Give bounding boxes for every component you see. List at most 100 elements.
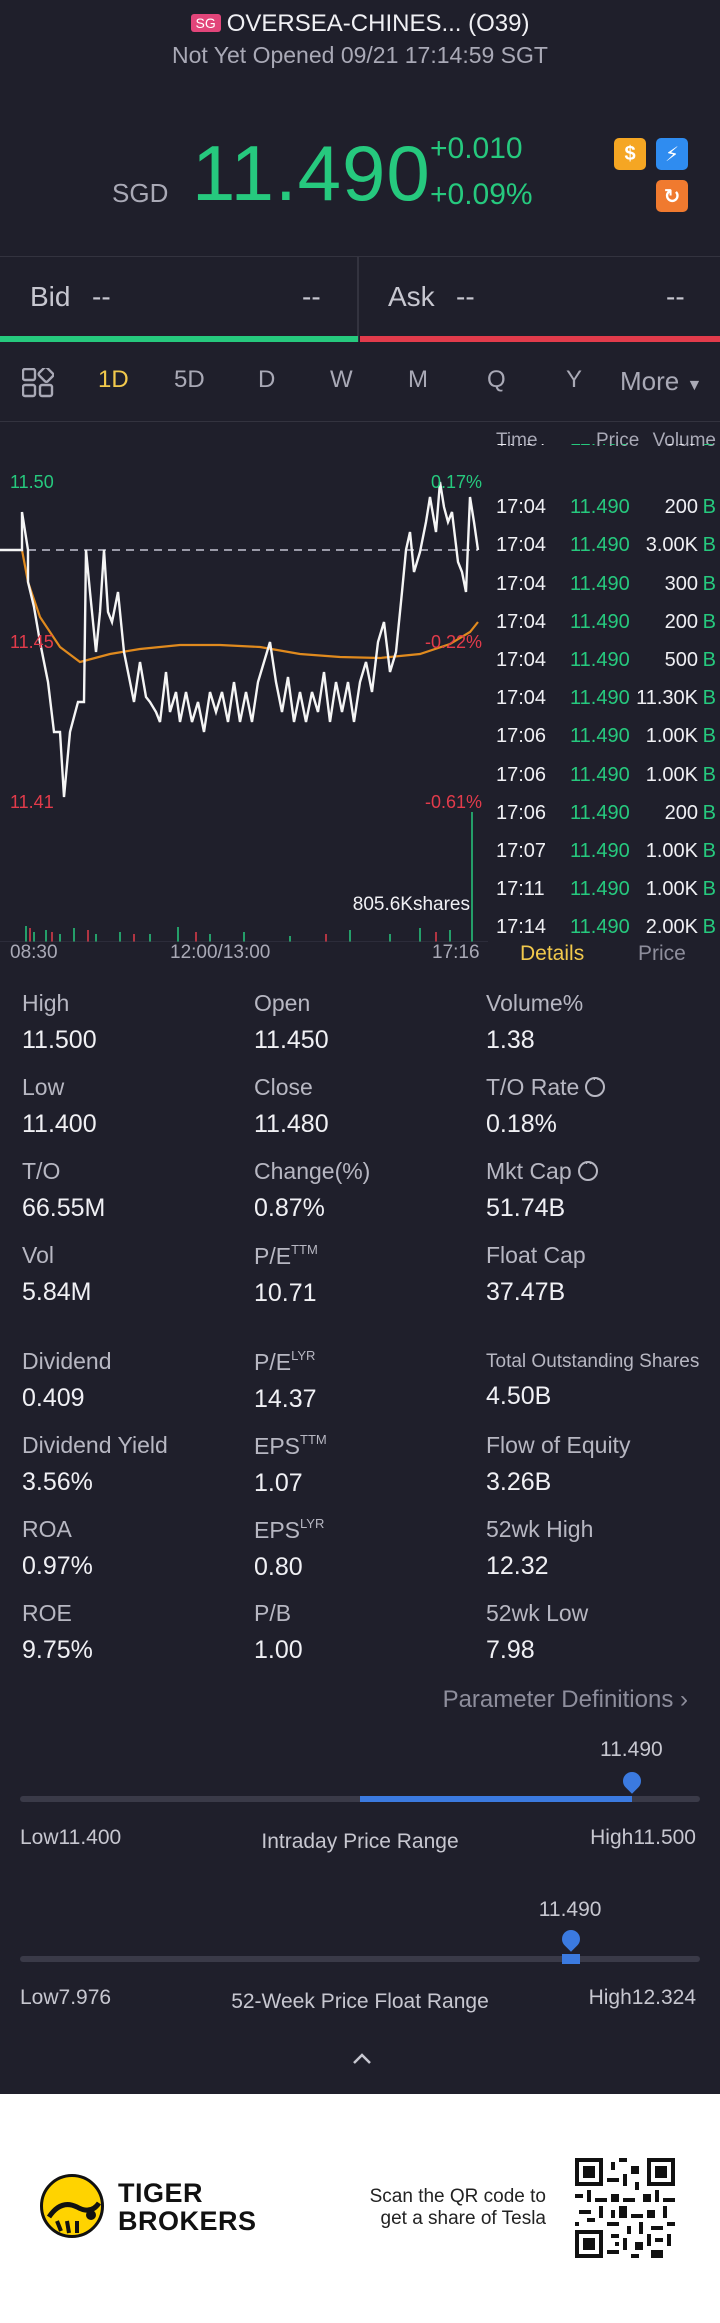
stat-value: 3.26B [486,1468,552,1496]
stat-label: 52wk Low [486,1600,589,1626]
tick-row: 17:04 11.490 500 B [488,649,720,687]
chevron-down-icon: ▼ [686,377,703,394]
stock-title[interactable]: SG OVERSEA-CHINES... (O39) [0,10,720,38]
tab-1d[interactable]: 1D [98,366,129,393]
y-pct-mid: -0.22% [424,632,482,652]
quote-header: SG OVERSEA-CHINES... (O39) Not Yet Opened… [0,0,720,256]
stat-vol: Vol 5.84M [22,1242,252,1307]
ticks-header-time: Time [496,430,538,451]
tick-side: B [702,572,716,595]
intraday-fill [360,1796,632,1802]
stat-value: 51.74B [486,1194,566,1222]
stat-label: Dividend Yield [22,1432,168,1458]
stat-value: 14.37 [254,1385,317,1413]
x-label-end: 17:16 [432,942,480,963]
tick-row: 17:06 11.490 1.00K B [488,764,720,802]
dollar-icon[interactable]: $ [614,138,646,170]
y-label-low: 11.41 [10,792,54,812]
stat-close: Close 11.480 [254,1074,484,1139]
refresh-icon[interactable]: ↻ [656,180,688,212]
tick-side: B [702,725,716,748]
scan-text-line-1: Scan the QR code to [369,2186,546,2207]
tick-volume: 2.00K [645,916,698,939]
brand-line-1: TIGER [118,2178,204,2208]
stat-label: Low [22,1074,65,1100]
market-status: Not Yet Opened 09/21 17:14:59 SGT [172,42,548,68]
stat-value: 1.07 [254,1469,303,1497]
ask-strength-bar [360,336,720,342]
tick-time: 17:06 [496,763,547,786]
stat-value: 11.500 [22,1026,97,1054]
price-change: +0.010 [430,132,523,165]
intraday-low: Low11.400 [20,1826,122,1849]
intraday-chart[interactable]: 11.50 11.45 11.41 0.17% -0.22% -0.61% 80… [0,422,488,943]
tab-d[interactable]: D [258,366,276,393]
tick-time: 17:14 [496,916,547,939]
ticks-header-volume: Volume [652,430,716,451]
tick-volume: 11.30K [636,687,698,710]
stat-label: Open [254,990,311,1016]
tab-5d[interactable]: 5D [174,366,205,393]
stat-label: Mkt Cap [486,1154,716,1185]
stat-label-text: P/E [254,1349,292,1375]
stock-name: OVERSEA-CHINES... (O39) [226,10,530,37]
stat-value: 0.409 [22,1384,85,1412]
stat-mkt-cap: Mkt Cap 51.74B [486,1154,716,1223]
tick-side: B [703,444,716,451]
chevron-right-icon: › [680,1686,688,1713]
tab-y[interactable]: Y [566,366,583,393]
last-price: 11.490 [192,129,431,217]
info-icon[interactable] [577,1154,598,1181]
stat-52wk-low: 52wk Low 7.98 [486,1600,716,1665]
stat-change-pct: Change(%) 0.87% [254,1158,484,1223]
stat-value: 12.32 [486,1552,549,1580]
tick-price: 11.490 [570,444,630,451]
parameter-definitions-label: Parameter Definitions [442,1686,674,1713]
tick-volume: 1.00K [645,725,698,748]
tick-row: 17:14 11.490 2.00K B [488,916,720,954]
tick-volume: 300 [664,572,698,595]
stat-value: 0.87% [254,1194,325,1222]
subtab-price[interactable]: Price [638,942,686,965]
52wk-marker-icon [558,1926,584,1952]
qr-code-icon[interactable] [575,2158,675,2258]
stat-label: P/ELYR [254,1348,484,1376]
tab-m[interactable]: M [408,366,428,393]
layout-grid-icon[interactable] [22,368,54,398]
collapse-chevron-icon[interactable] [352,2052,372,2064]
tick-time: 17:04 [496,444,546,451]
parameter-definitions-link[interactable]: Parameter Definitions › [443,1686,688,1714]
tick-price: 11.490 [570,649,630,671]
tick-row: 17:06 11.490 200 B [488,802,720,840]
ask-size: -- [666,281,685,312]
tab-w[interactable]: W [330,366,353,393]
tick-price: 11.490 [570,878,630,901]
stat-low: Low 11.400 [22,1074,252,1139]
stat-pb: P/B 1.00 [254,1600,484,1665]
tick-side: B [702,801,716,824]
stat-value: 66.55M [22,1194,106,1222]
stat-label: P/ETTM [254,1242,484,1270]
period-tabs: 1D 5D D W M Q Y More ▼ [0,342,720,422]
info-icon[interactable] [585,1070,606,1097]
subtab-details[interactable]: Details [520,942,585,965]
tick-volume: 500 [664,649,698,671]
stat-value: 10.71 [254,1279,317,1307]
stat-float-cap: Float Cap 37.47B [486,1242,716,1307]
stat-value: 7.98 [486,1636,535,1664]
tab-q[interactable]: Q [487,366,506,393]
tick-time: 17:04 [496,572,547,595]
stat-label: Flow of Equity [486,1432,631,1458]
tab-more[interactable]: More ▼ [620,366,702,397]
tick-volume: 200 [664,496,698,519]
stat-high: High 11.500 [22,990,252,1055]
lightning-icon[interactable]: ⚡ [656,138,688,170]
time-and-sales[interactable]: Time Price Volume 17:04 11.490 600 B 17:04 11… [488,422,720,942]
stat-label: Vol [22,1242,54,1268]
tick-row: 17:04 11.490 11.30K B [488,687,720,725]
tick-volume: 1.00K [645,763,698,786]
price-line [0,481,480,798]
stat-value: 0.80 [254,1553,303,1581]
tab-more-label: More [620,366,680,396]
stat-label: ROA [22,1516,72,1542]
